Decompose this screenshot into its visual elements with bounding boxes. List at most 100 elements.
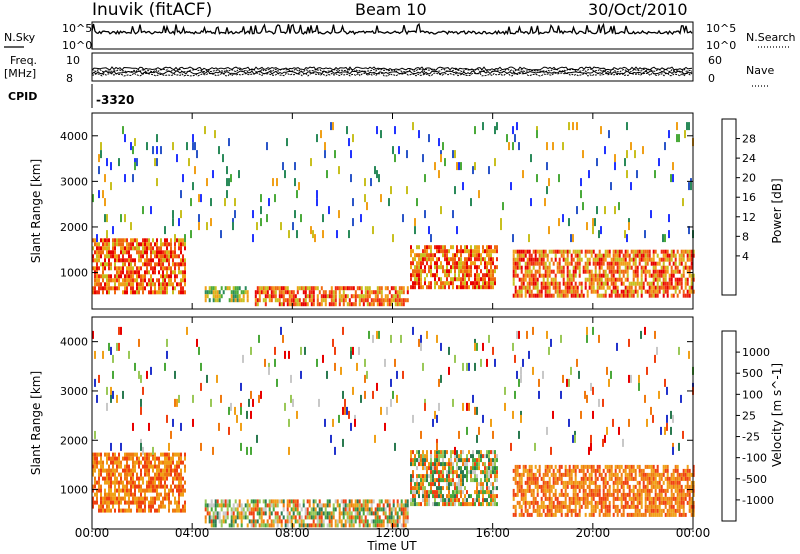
echo-cell (370, 290, 373, 295)
echo-cell (302, 290, 305, 295)
echo-cell (420, 502, 422, 507)
echo-cell (138, 456, 140, 461)
echo-cell (410, 462, 412, 467)
echo-cell (154, 452, 156, 457)
echo-cell (570, 277, 573, 282)
echo-cell (112, 370, 114, 379)
echo-cell (320, 294, 323, 299)
echo-cell (442, 474, 444, 479)
echo-cell (164, 250, 166, 255)
echo-cell (684, 468, 687, 473)
echo-cell (224, 503, 227, 508)
echo-cell (560, 289, 563, 294)
echo-cell (642, 488, 645, 493)
echo-cell (178, 262, 180, 267)
echo-cell (520, 480, 523, 485)
echo-cell (496, 486, 498, 491)
echo-cell (558, 257, 561, 262)
echo-cell (392, 503, 395, 508)
echo-cell (142, 246, 144, 251)
echo-cell (220, 230, 222, 239)
echo-cell (592, 410, 594, 419)
echo-cell (338, 511, 341, 516)
echo-cell (678, 500, 681, 505)
echo-cell (614, 488, 617, 493)
echo-cell (578, 508, 581, 513)
echo-cell (626, 273, 629, 278)
echo-cell (142, 386, 144, 395)
echo-cell (414, 265, 416, 270)
echo-cell (494, 269, 496, 274)
echo-cell (160, 452, 162, 457)
echo-cell (576, 261, 579, 266)
echo-cell (532, 504, 535, 509)
echo-cell (102, 266, 104, 271)
echo-cell (186, 326, 188, 335)
echo-cell (520, 484, 523, 489)
echo-cell (436, 494, 438, 499)
echo-cell (118, 270, 120, 275)
echo-cell (438, 470, 440, 475)
echo-cell (518, 464, 521, 469)
echo-cell (210, 523, 213, 528)
echo-cell (170, 472, 172, 477)
echo-cell (648, 269, 651, 274)
echo-cell (590, 492, 593, 497)
echo-cell (318, 523, 321, 528)
echo-cell (230, 298, 233, 303)
echo-cell (236, 511, 239, 516)
echo-cell (434, 261, 436, 266)
echo-cell (170, 246, 172, 251)
echo-cell (610, 289, 613, 294)
echo-cell (414, 285, 416, 290)
echo-cell (284, 298, 287, 303)
echo-cell (538, 468, 541, 473)
echo-cell (166, 250, 168, 255)
echo-cell (442, 142, 444, 151)
radar-title: Inuvik (fitACF) (92, 0, 212, 20)
echo-cell (584, 249, 587, 254)
echo-cell (676, 134, 678, 143)
echo-cell (116, 342, 118, 351)
echo-cell (316, 190, 318, 199)
echo-cell (138, 338, 140, 347)
echo-cell (572, 492, 575, 497)
echo-cell (360, 503, 363, 508)
echo-cell (158, 456, 160, 461)
echo-cell (678, 484, 681, 489)
echo-cell (632, 289, 635, 294)
echo-cell (614, 464, 617, 469)
echo-cell (690, 273, 693, 278)
echo-cell (650, 476, 653, 481)
echo-cell (96, 480, 98, 485)
echo-cell (456, 249, 458, 254)
echo-cell (398, 503, 401, 508)
echo-cell (98, 274, 100, 279)
echo-cell (566, 261, 569, 266)
echo-cell (654, 488, 657, 493)
echo-cell (296, 230, 298, 239)
echo-cell (112, 286, 114, 291)
echo-cell (182, 262, 184, 267)
echo-cell (540, 273, 543, 278)
echo-cell (672, 492, 675, 497)
echo-cell (618, 468, 621, 473)
echo-cell (530, 269, 533, 274)
echo-cell (676, 293, 679, 298)
echo-cell (276, 523, 279, 528)
echo-cell (566, 508, 569, 513)
echo-cell (112, 226, 114, 235)
echo-cell (472, 466, 474, 471)
echo-cell (240, 406, 242, 415)
colorbar-tick-label: 28 (742, 133, 756, 146)
echo-cell (448, 466, 450, 471)
echo-cell (276, 511, 279, 516)
echo-cell (594, 504, 597, 509)
echo-cell (92, 266, 94, 271)
echo-cell (116, 460, 118, 465)
echo-cell (214, 523, 217, 528)
echo-cell (96, 278, 98, 283)
echo-cell (610, 269, 613, 274)
echo-cell (270, 290, 273, 295)
echo-cell (570, 512, 573, 517)
